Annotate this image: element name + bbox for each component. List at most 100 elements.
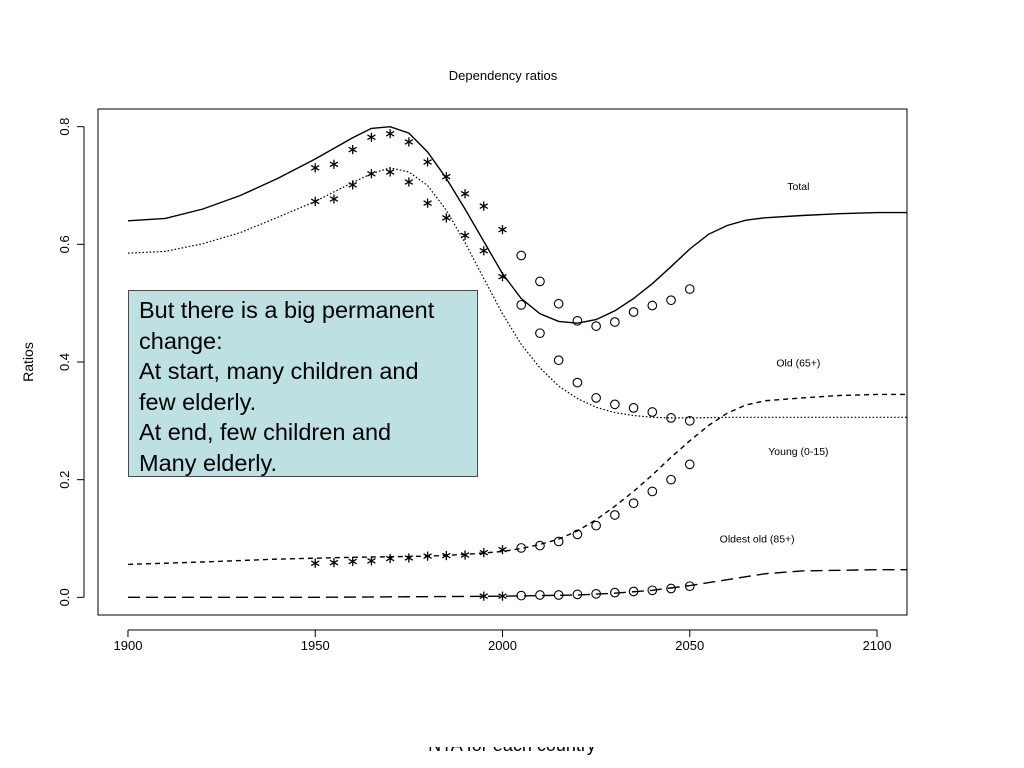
x-tick-label: 2100 xyxy=(863,638,892,653)
circle-marker xyxy=(684,284,695,294)
asterisk-marker xyxy=(460,550,470,560)
circle-marker xyxy=(553,590,564,600)
footer-text: NTA for each country xyxy=(428,747,596,755)
asterisk-marker xyxy=(479,246,489,256)
asterisk-marker xyxy=(329,194,339,204)
circle-marker xyxy=(572,529,583,540)
circle-marker xyxy=(628,498,639,509)
circle-marker xyxy=(516,250,527,261)
circle-marker xyxy=(628,307,639,317)
callout-line: Many elderly. xyxy=(139,449,278,476)
asterisk-marker xyxy=(367,556,376,566)
marker-layer xyxy=(310,129,695,601)
x-axis: 1900 1950 2000 2050 2100 xyxy=(114,629,892,653)
asterisk-marker xyxy=(404,177,414,187)
circle-marker xyxy=(516,590,527,601)
slide-footer: NTA for each country xyxy=(0,747,1024,768)
callout-line: few elderly. xyxy=(139,388,257,415)
asterisk-marker xyxy=(423,157,432,167)
asterisk-marker xyxy=(479,591,489,601)
circle-marker xyxy=(591,321,601,331)
asterisk-marker xyxy=(385,553,395,564)
asterisk-marker xyxy=(479,201,489,211)
asterisk-marker xyxy=(310,558,320,568)
y-axis-label: Ratios xyxy=(20,342,36,382)
circle-marker xyxy=(553,536,564,547)
asterisk-marker xyxy=(348,144,357,155)
circle-marker xyxy=(591,520,601,531)
chart-title: Dependency ratios xyxy=(449,68,558,83)
asterisk-marker xyxy=(367,169,376,179)
asterisk-marker xyxy=(442,213,451,223)
asterisk-marker xyxy=(329,159,339,169)
circle-marker xyxy=(553,355,564,366)
asterisk-marker xyxy=(442,550,451,561)
callout-line: At start, many children and xyxy=(139,358,419,384)
circle-marker xyxy=(647,486,658,497)
callout-line: At end, few children and xyxy=(139,419,392,445)
circle-marker xyxy=(666,413,676,423)
circle-marker xyxy=(516,300,527,310)
circle-marker xyxy=(535,590,545,600)
series-label: Old (65+) xyxy=(776,358,820,370)
circle-marker xyxy=(535,540,545,551)
callout-line: But there is a big permanent xyxy=(139,297,435,323)
y-tick-label: 0.6 xyxy=(57,235,72,253)
asterisk-marker xyxy=(498,591,507,601)
circle-marker xyxy=(572,315,583,326)
circle-marker xyxy=(684,581,695,592)
asterisk-marker xyxy=(423,198,432,208)
asterisk-marker xyxy=(404,553,414,563)
circle-marker xyxy=(535,328,545,339)
x-tick-label: 2000 xyxy=(488,638,517,653)
asterisk-marker xyxy=(442,172,451,182)
series-label: Oldest old (85+) xyxy=(720,534,795,546)
asterisk-marker xyxy=(460,189,470,199)
circle-marker xyxy=(610,510,620,520)
circle-marker xyxy=(610,587,620,598)
asterisk-marker xyxy=(310,196,320,206)
circle-marker xyxy=(553,298,564,309)
asterisk-marker xyxy=(367,132,376,142)
asterisk-marker xyxy=(348,556,357,567)
asterisk-marker xyxy=(423,551,432,561)
x-tick-label: 2050 xyxy=(675,638,704,653)
series-line-long-dashed xyxy=(128,569,907,598)
circle-marker xyxy=(666,474,676,485)
circle-marker xyxy=(516,543,527,553)
circle-marker xyxy=(647,585,658,596)
x-tick-label: 1900 xyxy=(114,638,143,653)
asterisk-marker xyxy=(310,163,320,173)
circle-marker xyxy=(666,295,676,306)
y-axis: 0.0 0.2 0.4 0.6 0.8 xyxy=(57,118,85,606)
y-tick-label: 0.8 xyxy=(57,118,72,136)
plot-frame xyxy=(97,108,908,616)
circle-marker xyxy=(591,393,601,403)
circle-marker xyxy=(572,377,583,388)
asterisk-marker xyxy=(479,548,489,558)
circle-marker xyxy=(628,586,639,597)
asterisk-marker xyxy=(498,545,507,555)
circle-marker xyxy=(535,276,545,287)
annotation-callout: But there is a big permanent change: At … xyxy=(128,290,478,477)
asterisk-marker xyxy=(460,230,470,241)
x-tick-label: 1950 xyxy=(301,638,330,653)
asterisk-marker xyxy=(498,225,507,235)
circle-marker xyxy=(647,300,658,311)
asterisk-marker xyxy=(385,129,395,139)
circle-marker xyxy=(572,589,583,600)
asterisk-marker xyxy=(329,558,339,568)
callout-line: change: xyxy=(139,327,223,354)
asterisk-marker xyxy=(385,167,395,177)
circle-marker xyxy=(666,583,676,594)
circle-marker xyxy=(647,407,658,417)
circle-marker xyxy=(610,399,620,410)
asterisk-marker xyxy=(348,180,357,190)
asterisk-marker xyxy=(404,137,414,147)
series-line-dotted xyxy=(127,167,907,419)
circle-marker xyxy=(684,459,695,470)
series-labels: Total Old (65+) Young (0-15) Oldest old (85… xyxy=(720,181,829,545)
series-label: Total xyxy=(787,181,809,193)
circle-marker xyxy=(684,415,695,426)
